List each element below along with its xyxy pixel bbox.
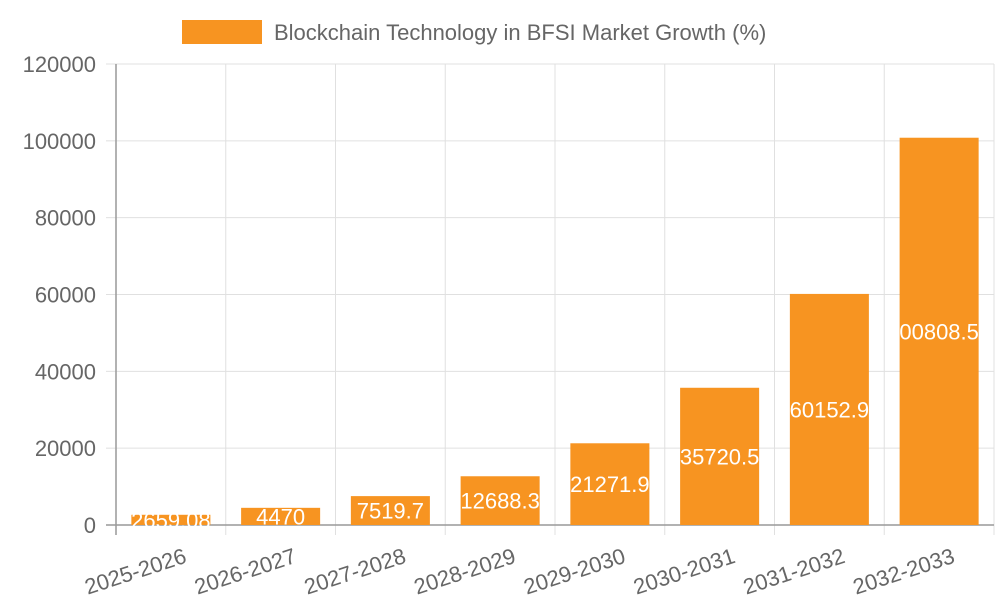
data-label: 100808.52 bbox=[887, 319, 991, 344]
data-labels: 2659.08 4470 7519.7 12688.3 21271.9 35720.5 60… bbox=[131, 319, 991, 533]
x-tick-label: 2029-2030 bbox=[521, 543, 629, 599]
y-axis: 0 20000 40000 60000 80000 100000 120000 bbox=[23, 52, 96, 538]
bar bbox=[570, 443, 650, 525]
data-label: 2659.08 bbox=[131, 508, 211, 533]
bar bbox=[680, 387, 760, 525]
x-axis: 2025-2026 2026-2027 2027-2028 2028-2029 2029… bbox=[82, 543, 958, 599]
y-tick-label: 100000 bbox=[23, 129, 96, 154]
data-label: 12688.3 bbox=[460, 489, 540, 514]
x-tick-label: 2032-2033 bbox=[850, 543, 958, 599]
data-label: 35720.5 bbox=[680, 444, 760, 469]
x-tick-label: 2025-2026 bbox=[82, 543, 190, 599]
data-label: 7519.7 bbox=[357, 499, 424, 524]
data-label: 4470 bbox=[256, 504, 305, 529]
legend-label: Blockchain Technology in BFSI Market Gro… bbox=[274, 20, 766, 45]
y-tick-label: 80000 bbox=[35, 206, 96, 231]
y-tick-label: 0 bbox=[84, 513, 96, 538]
bar bbox=[460, 476, 540, 525]
bar bbox=[789, 293, 869, 525]
legend[interactable]: Blockchain Technology in BFSI Market Gro… bbox=[182, 20, 766, 45]
x-tick-label: 2031-2032 bbox=[740, 543, 848, 599]
legend-swatch bbox=[182, 20, 262, 44]
bar bbox=[350, 496, 430, 525]
y-tick-label: 60000 bbox=[35, 283, 96, 308]
bar bbox=[899, 137, 979, 525]
y-tick-label: 120000 bbox=[23, 52, 96, 77]
y-tick-label: 40000 bbox=[35, 359, 96, 384]
x-tick-label: 2028-2029 bbox=[411, 543, 519, 599]
data-label: 60152.9 bbox=[790, 397, 870, 422]
bars bbox=[131, 137, 979, 525]
bar bbox=[241, 507, 321, 525]
x-tick-label: 2030-2031 bbox=[630, 543, 738, 599]
x-tick-label: 2027-2028 bbox=[301, 543, 409, 599]
x-tick-label: 2026-2027 bbox=[191, 543, 299, 599]
bar bbox=[131, 514, 211, 525]
data-label: 21271.9 bbox=[570, 472, 650, 497]
y-tick-label: 20000 bbox=[35, 436, 96, 461]
